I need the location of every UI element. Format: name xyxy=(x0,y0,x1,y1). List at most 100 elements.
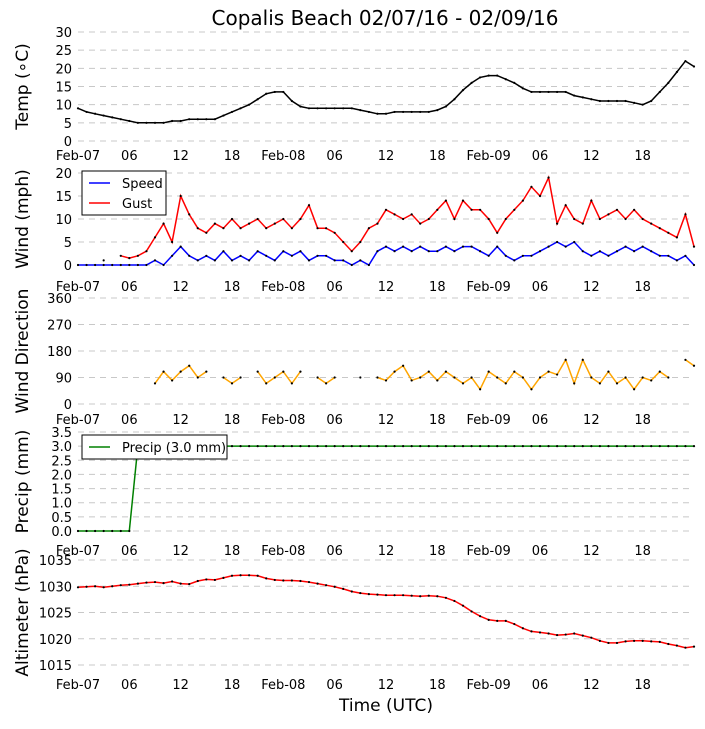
data-point xyxy=(128,529,131,533)
data-point xyxy=(94,529,97,533)
data-point xyxy=(188,254,191,257)
series-line-1-1 xyxy=(120,175,695,259)
y-tick-label: 1030 xyxy=(39,580,72,595)
data-point xyxy=(427,217,430,221)
data-point xyxy=(205,231,208,234)
data-point xyxy=(102,263,105,267)
data-point xyxy=(538,90,542,94)
x-tick-label: 12 xyxy=(378,280,395,295)
data-point xyxy=(350,250,353,253)
data-point xyxy=(179,245,182,248)
data-point xyxy=(256,98,259,101)
data-point xyxy=(76,107,80,110)
data-point xyxy=(256,445,259,448)
data-point xyxy=(538,376,542,379)
data-point xyxy=(333,231,336,234)
data-point xyxy=(325,445,328,448)
data-point xyxy=(188,364,191,367)
data-point xyxy=(316,107,319,110)
x-tick-label: Feb-08 xyxy=(261,678,305,693)
data-point xyxy=(359,259,362,262)
x-tick-label: 12 xyxy=(583,544,600,559)
data-point xyxy=(573,382,576,385)
x-tick-label: Feb-07 xyxy=(56,678,100,693)
data-point xyxy=(350,263,353,267)
x-tick-label: 12 xyxy=(583,149,600,164)
legend-label: Speed xyxy=(122,177,163,192)
data-point xyxy=(615,99,619,103)
data-point xyxy=(633,639,636,642)
data-point xyxy=(402,217,405,221)
data-point xyxy=(111,529,114,533)
data-point xyxy=(436,445,439,448)
data-point xyxy=(230,217,234,221)
data-point xyxy=(299,370,302,373)
data-point xyxy=(248,222,251,225)
data-point xyxy=(487,254,490,257)
data-point xyxy=(333,445,336,448)
data-point xyxy=(299,105,302,108)
data-point xyxy=(461,245,465,248)
x-tick-label: 12 xyxy=(378,678,395,693)
data-point xyxy=(273,222,276,225)
data-point xyxy=(128,583,131,586)
data-point xyxy=(290,99,293,103)
data-point xyxy=(153,382,157,385)
data-point xyxy=(479,615,482,618)
data-point xyxy=(675,236,678,239)
data-point xyxy=(145,121,148,124)
data-point xyxy=(650,379,653,382)
data-point xyxy=(521,376,524,379)
x-tick-label: 12 xyxy=(583,280,600,295)
panel-3: 0.00.51.01.52.02.53.03.5 Feb-07 06 12 18 Feb-… xyxy=(13,426,696,559)
x-tick-label: Feb-07 xyxy=(56,280,100,295)
data-point xyxy=(470,245,473,248)
data-point xyxy=(444,596,447,599)
data-point xyxy=(162,370,165,373)
data-point xyxy=(282,579,285,582)
y-axis-label: Temp (∘C) xyxy=(13,43,33,131)
y-tick-label: 15 xyxy=(55,81,72,96)
x-tick-label: Feb-09 xyxy=(467,678,511,693)
data-point xyxy=(376,593,379,596)
data-point xyxy=(470,208,473,211)
data-point xyxy=(453,376,456,379)
x-tick-label: 12 xyxy=(172,544,189,559)
data-point xyxy=(384,594,388,597)
data-point xyxy=(102,586,105,589)
x-tick-label: 18 xyxy=(429,678,446,693)
data-point xyxy=(162,582,165,585)
data-point xyxy=(692,263,696,267)
data-point xyxy=(239,376,242,379)
data-point xyxy=(111,263,114,267)
y-tick-label: 3.0 xyxy=(51,440,72,455)
data-point xyxy=(573,445,576,448)
data-point xyxy=(102,529,105,533)
data-point xyxy=(590,636,593,639)
data-point xyxy=(325,254,328,257)
y-tick-label: 1.5 xyxy=(51,483,72,498)
data-point xyxy=(598,217,601,221)
data-point xyxy=(427,250,430,253)
data-point xyxy=(675,644,678,647)
data-point xyxy=(119,529,122,533)
data-point xyxy=(350,107,353,110)
data-point xyxy=(496,619,499,623)
x-tick-label: 06 xyxy=(326,544,343,559)
data-point xyxy=(188,118,191,121)
data-point xyxy=(282,250,285,253)
data-point xyxy=(427,110,430,114)
data-point xyxy=(513,81,516,84)
data-point xyxy=(376,445,379,448)
data-point xyxy=(367,110,370,114)
data-point xyxy=(607,445,610,448)
y-tick-label: 0.5 xyxy=(51,511,72,526)
data-point xyxy=(461,445,465,448)
data-point xyxy=(290,445,293,448)
data-point xyxy=(487,618,490,621)
data-point xyxy=(376,376,379,379)
data-point xyxy=(444,370,447,373)
data-point xyxy=(607,370,610,373)
x-tick-label: 06 xyxy=(121,149,138,164)
data-point xyxy=(325,107,328,110)
